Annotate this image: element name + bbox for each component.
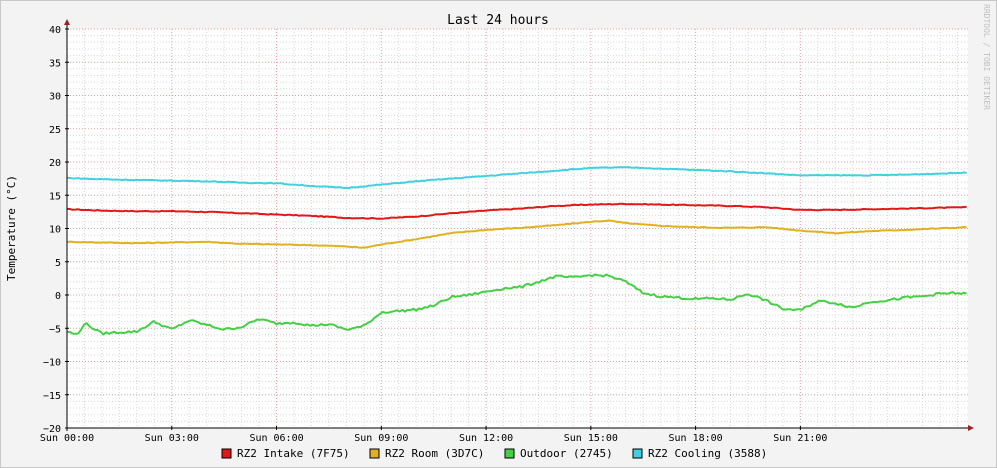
y-axis-arrow xyxy=(64,19,70,25)
legend-label: RZ2 Cooling (3588) xyxy=(648,447,767,460)
x-tick-label: Sun 18:00 xyxy=(669,433,723,444)
y-tick-label: 40 xyxy=(49,25,61,36)
x-axis-arrow xyxy=(968,425,974,431)
watermark: RRDTOOL / TOBI OETIKER xyxy=(982,4,991,110)
y-tick-label: 20 xyxy=(49,158,61,169)
legend: RZ2 Intake (7F75) RZ2 Room (3D7C) Outdoor … xyxy=(221,447,767,460)
series-line xyxy=(67,166,967,189)
legend-swatch xyxy=(632,448,643,459)
chart-title: Last 24 hours xyxy=(447,13,549,28)
y-tick-label: −5 xyxy=(49,324,61,335)
x-tick-label: Sun 06:00 xyxy=(249,433,303,444)
series-line xyxy=(66,202,967,220)
x-tick-label: Sun 00:00 xyxy=(40,433,94,444)
y-tick-label: 25 xyxy=(49,125,61,136)
series-line xyxy=(67,273,967,336)
legend-label: RZ2 Intake (7F75) xyxy=(237,447,350,460)
x-tick-label: Sun 15:00 xyxy=(564,433,618,444)
grid-minor xyxy=(67,29,968,428)
legend-swatch xyxy=(221,448,232,459)
x-tick-label: Sun 12:00 xyxy=(459,433,513,444)
legend-swatch xyxy=(369,448,380,459)
y-tick-label: −20 xyxy=(43,424,61,435)
y-tick-label: 10 xyxy=(49,225,61,236)
axes xyxy=(64,19,974,431)
y-tick-label: −15 xyxy=(43,391,61,402)
y-tick-label: 15 xyxy=(49,191,61,202)
y-tick-label: −10 xyxy=(43,358,61,369)
x-tick-labels: Sun 00:00 Sun 03:00 Sun 06:00 Sun 09:00 Sun … xyxy=(40,433,828,444)
legend-swatch xyxy=(504,448,515,459)
y-tick-label: 5 xyxy=(55,258,61,269)
legend-label: Outdoor (2745) xyxy=(520,447,613,460)
y-tick-label: 30 xyxy=(49,92,61,103)
y-tick-label: 0 xyxy=(55,291,61,302)
x-tick-label: Sun 21:00 xyxy=(773,433,827,444)
series-layer xyxy=(66,166,967,336)
x-tick-label: Sun 09:00 xyxy=(354,433,408,444)
series-line xyxy=(66,219,967,249)
y-axis-label: Temperature (°C) xyxy=(5,175,18,281)
y-tick-labels: 40 35 30 25 20 15 10 5 0 −5 −10 −15 −20 xyxy=(43,25,61,435)
y-tick-label: 35 xyxy=(49,58,61,69)
legend-label: RZ2 Room (3D7C) xyxy=(385,447,484,460)
x-tick-label: Sun 03:00 xyxy=(145,433,199,444)
